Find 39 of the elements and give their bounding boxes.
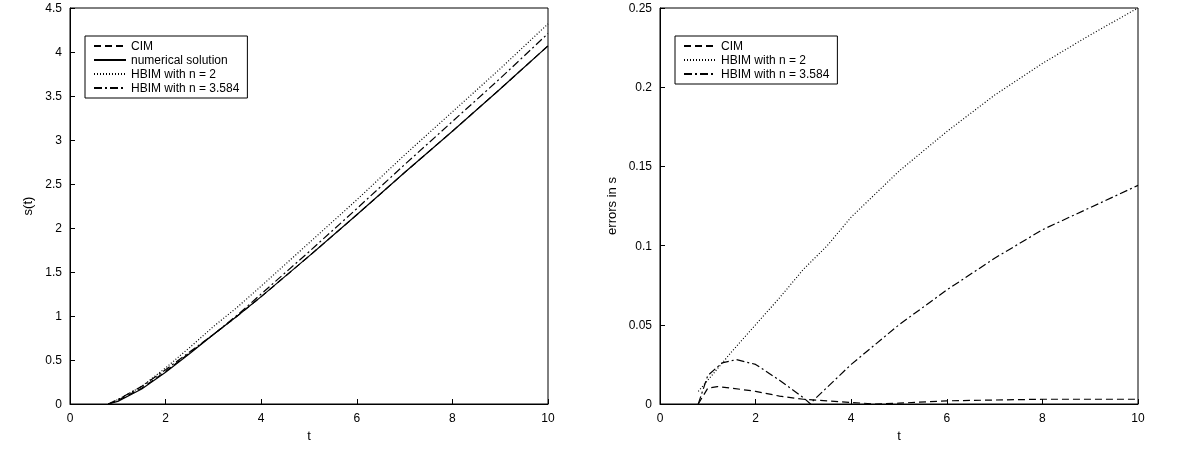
y-axis-title: s(t): [20, 196, 35, 216]
legend-label: HBIM with n = 2: [721, 53, 807, 67]
y-tick-label: 4: [55, 45, 63, 59]
x-tick-label: 4: [847, 411, 855, 425]
legend-label: CIM: [721, 39, 743, 53]
y-tick-label: 0.1: [635, 238, 653, 253]
y-tick-label: 0.2: [635, 80, 653, 95]
y-tick-label: 4.5: [45, 1, 63, 15]
x-axis-title: t: [897, 427, 902, 443]
y-tick-label: 1: [55, 309, 63, 323]
x-tick-label: 4: [257, 411, 265, 425]
y-tick-label: 0.15: [628, 159, 653, 174]
y-tick-label: 2.5: [45, 177, 63, 191]
y-tick-label: 1.5: [45, 265, 63, 279]
y-tick-label: 0: [645, 397, 653, 411]
y-tick-label: 3: [55, 133, 63, 147]
y-tick-label: 0.25: [628, 1, 653, 15]
y-tick-label: 0.5: [45, 353, 63, 367]
y-tick-label: 3.5: [45, 89, 63, 103]
x-tick-label: 2: [752, 411, 760, 425]
y-tick-label: 0: [55, 397, 63, 411]
x-tick-label: 0: [66, 411, 74, 425]
legend-label: CIM: [131, 39, 153, 53]
x-tick-label: 8: [1039, 411, 1047, 425]
y-tick-label: 2: [55, 221, 63, 235]
x-tick-label: 10: [1131, 411, 1145, 425]
y-tick-label: 0.05: [628, 317, 653, 332]
x-tick-label: 0: [656, 411, 664, 425]
y-axis-title: errors in s: [603, 176, 619, 235]
x-tick-label: 10: [541, 411, 555, 425]
x-axis-title: t: [307, 427, 312, 443]
legend-label: HBIM with n = 3.584: [131, 81, 240, 95]
x-tick-label: 8: [449, 411, 457, 425]
x-tick-label: 6: [353, 411, 361, 425]
legend-label: HBIM with n = 3.584: [721, 67, 830, 81]
x-tick-label: 2: [162, 411, 170, 425]
legend-label: numerical solution: [131, 53, 228, 67]
x-tick-label: 6: [943, 411, 951, 425]
legend-label: HBIM with n = 2: [131, 67, 217, 81]
